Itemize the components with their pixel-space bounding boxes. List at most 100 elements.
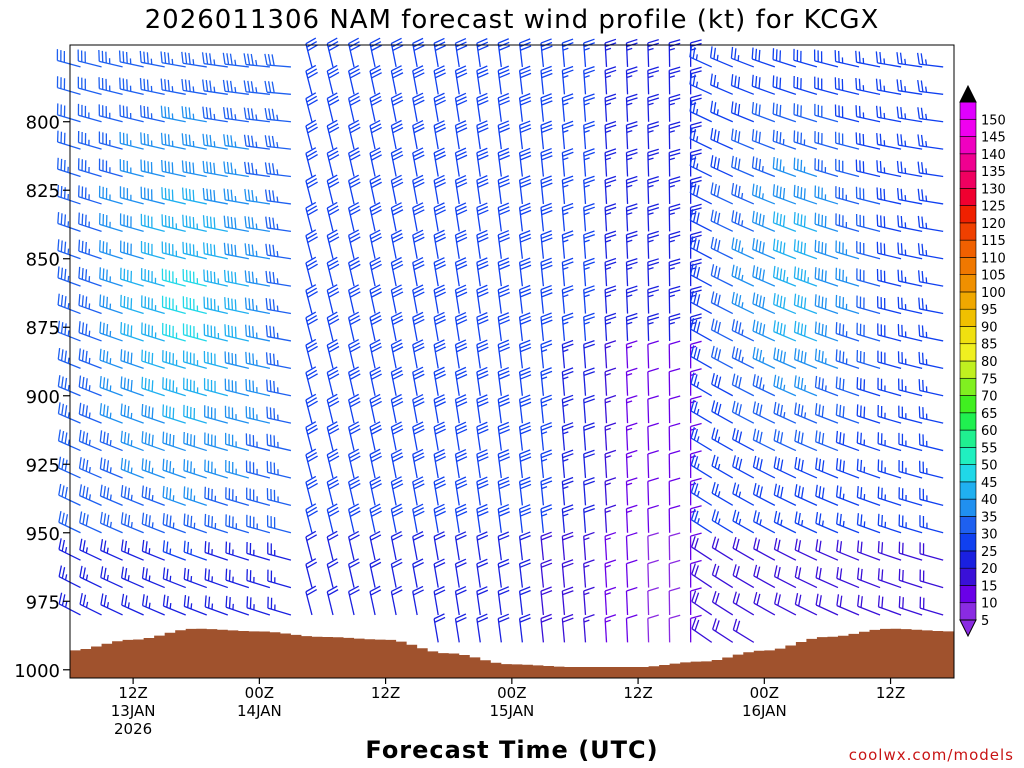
wind-barb <box>181 51 207 68</box>
colorbar-cell <box>959 533 977 552</box>
wind-barb <box>120 294 144 315</box>
wind-barb <box>793 130 818 150</box>
wind-barb <box>476 229 489 259</box>
wind-barb <box>433 421 446 451</box>
wind-barb <box>348 229 361 259</box>
wind-barb <box>119 131 144 150</box>
wind-barb <box>540 312 553 342</box>
wind-barb <box>433 476 446 506</box>
wind-barb <box>772 75 797 95</box>
wind-barb <box>690 481 713 506</box>
x-tick-label: 14JAN <box>237 702 282 720</box>
wind-barb <box>583 148 595 177</box>
wind-barb <box>140 186 165 205</box>
wind-barb <box>224 351 249 369</box>
wind-barb <box>518 367 532 396</box>
terrain-fill <box>70 628 954 678</box>
wind-barb <box>476 586 489 616</box>
wind-barb <box>326 585 339 616</box>
wind-barb <box>540 120 553 150</box>
wind-barb <box>140 213 165 232</box>
wind-barb <box>224 405 250 424</box>
wind-barb <box>454 257 468 287</box>
wind-barb <box>604 394 617 424</box>
wind-barb <box>689 587 702 615</box>
wind-barb <box>78 375 102 397</box>
wind-barb <box>814 158 839 178</box>
wind-barb <box>689 532 702 561</box>
wind-barb <box>433 284 446 314</box>
wind-barb <box>876 241 902 260</box>
wind-barb <box>794 402 818 424</box>
wind-barb <box>896 188 923 205</box>
wind-barb <box>731 155 755 178</box>
wind-barb <box>689 258 702 287</box>
colorbar-cell <box>959 326 977 345</box>
wind-barb <box>711 400 734 424</box>
wind-barb <box>433 613 446 643</box>
wind-barb <box>876 187 902 205</box>
wind-barb <box>369 421 382 451</box>
wind-barb <box>161 322 186 342</box>
wind-barb <box>120 430 144 452</box>
wind-barb <box>647 422 659 451</box>
wind-barb <box>203 350 228 369</box>
wind-barb <box>348 585 360 616</box>
wind-barb <box>326 558 339 588</box>
wind-barb <box>203 269 228 287</box>
wind-barb <box>433 394 446 424</box>
wind-barb <box>204 513 229 534</box>
wind-barb <box>668 230 681 259</box>
wind-barb <box>454 120 468 150</box>
wind-barb <box>668 176 681 204</box>
wind-barb <box>369 202 382 232</box>
wind-barb <box>896 79 923 95</box>
wind-barb <box>793 320 818 342</box>
wind-barb <box>814 348 839 369</box>
wind-barb <box>369 174 382 205</box>
wind-barb <box>141 349 165 369</box>
wind-barb <box>772 129 797 150</box>
wind-barb <box>772 265 797 287</box>
wind-barb <box>225 568 250 589</box>
wind-barb <box>561 93 574 122</box>
wind-barb <box>877 350 902 369</box>
wind-barb <box>454 585 467 616</box>
wind-barb <box>161 214 186 232</box>
wind-barb <box>898 405 923 424</box>
wind-barb <box>835 267 860 287</box>
wind-barb <box>689 72 712 95</box>
wind-barb <box>412 531 424 561</box>
wind-barb <box>98 104 123 123</box>
colorbar-cell <box>959 153 977 172</box>
wind-barb <box>390 65 404 95</box>
colorbar-label: 80 <box>981 355 998 370</box>
y-tick-label: 850 <box>26 250 60 271</box>
wind-barb <box>326 174 340 205</box>
wind-barb <box>877 459 902 479</box>
wind-barb <box>120 376 144 397</box>
wind-barb <box>476 394 489 424</box>
wind-barb <box>689 559 702 588</box>
wind-barb <box>709 46 734 68</box>
wind-barb <box>433 366 446 396</box>
wind-barb <box>875 78 902 95</box>
colorbar-cell <box>959 585 977 604</box>
wind-barb <box>245 460 271 479</box>
wind-barb <box>916 52 944 68</box>
wind-barb <box>390 585 403 616</box>
wind-barb <box>647 340 659 369</box>
wind-barb <box>561 586 574 616</box>
wind-barb <box>561 285 574 314</box>
wind-barb <box>141 322 165 342</box>
wind-barb <box>897 296 923 315</box>
wind-barb <box>244 216 270 232</box>
wind-barb <box>454 65 468 95</box>
wind-barb <box>305 37 318 68</box>
wind-barb <box>540 586 553 616</box>
wind-barb <box>454 92 468 122</box>
wind-barb <box>752 292 776 315</box>
wind-barb <box>326 147 340 177</box>
wind-barb <box>182 214 207 232</box>
wind-barb <box>497 284 510 314</box>
